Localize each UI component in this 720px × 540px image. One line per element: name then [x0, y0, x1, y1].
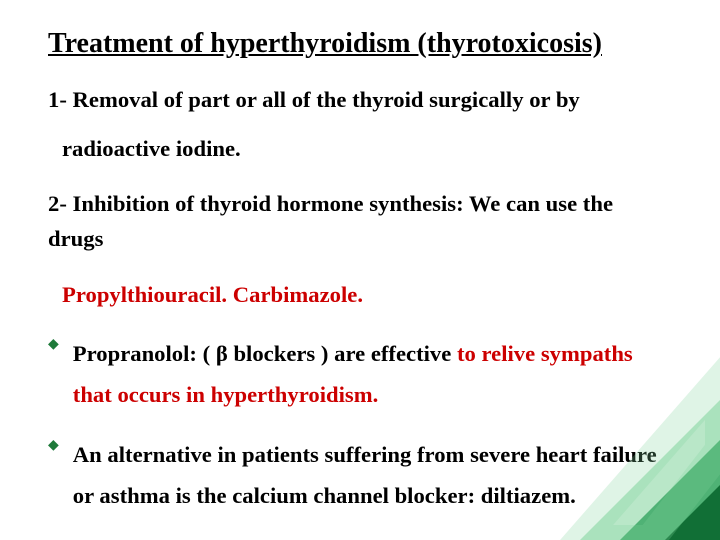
bullet-item-1: ◆ Propranolol: ( β blockers ) are effect…	[48, 334, 672, 416]
diamond-bullet-icon: ◆	[48, 439, 59, 453]
slide-title: Treatment of hyperthyroidism (thyrotoxic…	[48, 28, 672, 60]
bullet-1-black-part: Propranolol: ( β blockers ) are effectiv…	[73, 341, 457, 366]
body-content: 1- Removal of part or all of the thyroid…	[48, 82, 672, 517]
diamond-bullet-icon: ◆	[48, 338, 59, 352]
item-1-line-2: radioactive iodine.	[62, 131, 672, 166]
bullet-1-text: Propranolol: ( β blockers ) are effectiv…	[73, 334, 672, 416]
item-2-line-1: 2- Inhibition of thyroid hormone synthes…	[48, 186, 672, 256]
bullet-item-2: ◆ An alternative in patients suffering f…	[48, 435, 672, 517]
item-1-line-1: 1- Removal of part or all of the thyroid…	[48, 82, 672, 117]
drug-list-red: Propylthiouracil. Carbimazole.	[62, 277, 672, 312]
slide-container: Treatment of hyperthyroidism (thyrotoxic…	[0, 0, 720, 540]
bullet-2-text: An alternative in patients suffering fro…	[73, 435, 672, 517]
deco-triangle-dark	[665, 485, 720, 540]
